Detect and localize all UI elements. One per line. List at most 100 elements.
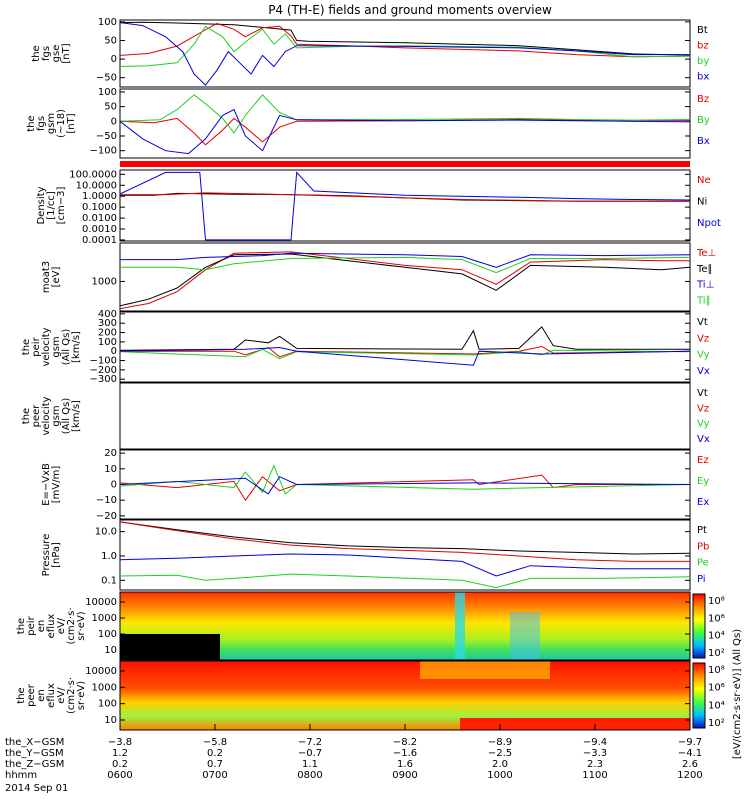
x-tick-label: −9.4 bbox=[583, 737, 607, 748]
colorbar-tick-label: 10⁶ bbox=[708, 683, 725, 694]
series-Bz bbox=[119, 117, 691, 146]
y-axis-label-line: sr·eV) bbox=[76, 681, 87, 710]
y-tick-label: 1000 bbox=[92, 613, 117, 624]
legend-entry: Vt bbox=[697, 317, 708, 328]
y-tick-label: 200 bbox=[98, 328, 117, 339]
y-axis-label-line: sr·eV) bbox=[76, 611, 87, 640]
colorbar-tick-label: 10⁸ bbox=[708, 665, 725, 676]
y-axis-label-line: (All Qs) bbox=[61, 329, 72, 366]
panel-frame bbox=[119, 88, 691, 159]
x-tick-label: −4.1 bbox=[678, 748, 702, 759]
series-Ey bbox=[119, 464, 691, 495]
y-tick-label: 400 bbox=[98, 309, 117, 320]
y-axis-label-line: the bbox=[16, 687, 27, 703]
x-axis-row-label: the_X−GSM bbox=[5, 737, 64, 748]
panel-frame bbox=[119, 169, 691, 242]
x-tick-label: 1000 bbox=[487, 770, 512, 781]
y-tick-label: 1000 bbox=[92, 276, 117, 287]
spectrogram-feature bbox=[510, 612, 540, 660]
panel-3: 100.000010.00001.00000.10000.01000.00100… bbox=[36, 169, 721, 246]
y-axis-label-line: peer bbox=[31, 404, 42, 428]
y-tick-label: 100 bbox=[98, 17, 117, 28]
y-tick-label: −100 bbox=[90, 146, 117, 157]
y-axis-label-line: eV/ bbox=[56, 617, 67, 634]
legend-entry: by bbox=[697, 56, 709, 67]
x-tick-label: −2.5 bbox=[488, 748, 512, 759]
series-Pi bbox=[119, 553, 690, 577]
y-axis-label: thepeervelocitygsm(All Qs)[km/s] bbox=[21, 396, 82, 435]
series-Te⊥ bbox=[119, 251, 690, 310]
y-axis-label-line: eV/ bbox=[56, 687, 67, 704]
x-axis-row-label: hhmm bbox=[5, 770, 37, 781]
y-axis-label-line: Density bbox=[36, 186, 47, 224]
panel-frame bbox=[119, 519, 691, 591]
x-tick-label: −7.2 bbox=[298, 737, 322, 748]
y-axis-label: thepeirenefluxeV/(cm2·s·sr·eV) bbox=[16, 607, 87, 644]
legend-entry: Pt bbox=[697, 525, 707, 536]
y-tick-label: 50 bbox=[104, 35, 117, 46]
panel-frame bbox=[119, 382, 691, 450]
y-axis-label-line: fgs bbox=[36, 116, 47, 131]
colorbar bbox=[692, 662, 706, 729]
y-axis-label-line: [nT] bbox=[66, 113, 77, 133]
y-axis-label-line: gse bbox=[51, 45, 62, 63]
legend-entry: By bbox=[697, 115, 710, 126]
x-tick-label: −3.8 bbox=[108, 737, 132, 748]
panel-7: 20 10 0 −10 −20 E=−VxB[mV/m] Ez Ey Ex bbox=[41, 448, 709, 522]
y-axis-label-line: (All Qs) bbox=[61, 398, 72, 435]
series-Vt bbox=[119, 326, 690, 351]
y-axis-label-line: (~18) bbox=[56, 109, 67, 138]
y-tick-label: 300 bbox=[98, 318, 117, 329]
y-axis-label: thefgsgsm(~18)[nT] bbox=[26, 109, 77, 138]
y-tick-label: 0.1000 bbox=[82, 202, 117, 213]
y-axis-label-line: (cm2·s· bbox=[66, 607, 77, 644]
colorbar-tick-label: 10⁴ bbox=[708, 700, 725, 711]
x-tick-label: 2.0 bbox=[492, 759, 508, 770]
legend-entry: Vx bbox=[697, 434, 710, 445]
colorbar-label: [eV/(cm2·s·sr·eV)] (All Qs) bbox=[732, 629, 743, 759]
x-axis-row-label: the_Z−GSM bbox=[5, 759, 64, 770]
x-tick-label: 0.2 bbox=[112, 759, 128, 770]
y-tick-label: 10 bbox=[104, 715, 117, 726]
series-bz bbox=[119, 22, 691, 58]
y-axis-label-line: the bbox=[21, 339, 32, 355]
panel-4: 1000 moat3[eV] Te⊥ Te∥ Ti⊥ Ti∥ bbox=[41, 242, 716, 312]
legend-entry: bz bbox=[697, 41, 709, 52]
y-axis-label-line: [mV/m] bbox=[51, 466, 62, 504]
y-tick-label: −10 bbox=[96, 495, 117, 506]
y-axis-label-line: fgs bbox=[41, 46, 52, 61]
y-axis-label-line: en bbox=[36, 620, 47, 633]
legend-entry: Vz bbox=[697, 403, 709, 414]
series-bx bbox=[119, 22, 690, 86]
y-axis-label-line: peir bbox=[26, 615, 37, 635]
x-tick-label: 0800 bbox=[297, 770, 322, 781]
series-Pe bbox=[119, 573, 691, 589]
legend-entry: Bt bbox=[697, 25, 708, 36]
y-axis-label-line: (cm2·s· bbox=[66, 677, 77, 714]
y-tick-label: 20 bbox=[104, 448, 117, 459]
y-tick-label: 0.0010 bbox=[82, 224, 117, 235]
y-axis-label-line: eflux bbox=[46, 614, 57, 639]
x-tick-label: 1200 bbox=[677, 770, 702, 781]
legend-entry: Bz bbox=[697, 94, 709, 105]
y-axis-label: Pressure[nPa] bbox=[41, 534, 62, 577]
legend-entry: Te∥ bbox=[696, 264, 713, 275]
y-axis-label: thepeirvelocitygsm(All Qs)[km/s] bbox=[21, 327, 82, 366]
panel-8: 10.0 1.0 0.1 Pressure[nPa] Pt Pb Pe Pi bbox=[41, 519, 709, 591]
y-tick-label: 10000 bbox=[85, 666, 117, 677]
x-tick-label: 0600 bbox=[107, 770, 132, 781]
y-axis-label: moat3[eV] bbox=[41, 261, 62, 293]
y-tick-label: 10000 bbox=[85, 597, 117, 608]
y-tick-label: 50 bbox=[104, 102, 117, 113]
y-tick-label: 0 bbox=[111, 480, 117, 491]
x-axis-row-label: the_Y−GSM bbox=[5, 748, 64, 759]
y-tick-label: 1.0000 bbox=[82, 191, 117, 202]
y-axis-label: thefgsgse[nT] bbox=[31, 43, 72, 63]
y-tick-label: 10.0 bbox=[95, 527, 117, 538]
y-tick-label: 100.0000 bbox=[69, 169, 117, 180]
plot-title: P4 (TH-E) fields and ground moments over… bbox=[268, 3, 552, 17]
colorbar-tick-label: 10² bbox=[708, 648, 725, 659]
series-Pt bbox=[119, 521, 691, 555]
x-axis-block: the_X−GSMthe_Y−GSMthe_Z−GSMhhmm−3.81.20.… bbox=[5, 724, 703, 794]
